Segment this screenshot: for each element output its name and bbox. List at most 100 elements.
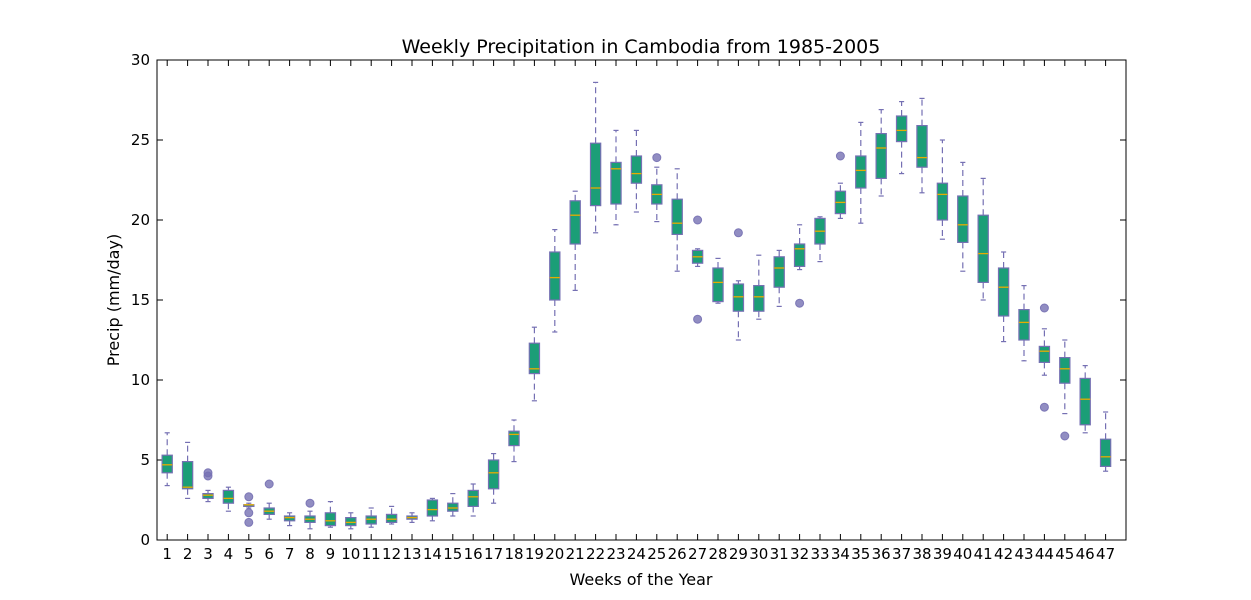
outlier-point bbox=[244, 517, 254, 527]
x-tick-label: 37 bbox=[892, 545, 911, 563]
x-tick-label: 1 bbox=[162, 545, 172, 563]
x-tick-label: 16 bbox=[464, 545, 483, 563]
box-week-1 bbox=[161, 454, 173, 474]
outlier-point bbox=[733, 228, 743, 238]
box-week-43 bbox=[1018, 309, 1030, 341]
x-tick-label: 33 bbox=[810, 545, 829, 563]
x-tick-label: 40 bbox=[953, 545, 972, 563]
x-tick-label: 2 bbox=[183, 545, 193, 563]
x-tick-label: 36 bbox=[872, 545, 891, 563]
x-tick-label: 15 bbox=[443, 545, 462, 563]
x-tick-label: 38 bbox=[912, 545, 931, 563]
x-tick-label: 30 bbox=[749, 545, 768, 563]
x-tick-label: 7 bbox=[285, 545, 295, 563]
box-week-36 bbox=[875, 133, 887, 180]
box-week-47 bbox=[1099, 438, 1112, 468]
box-week-26 bbox=[671, 198, 683, 235]
outlier-point bbox=[652, 153, 662, 163]
outlier-point bbox=[264, 479, 274, 489]
x-tick-label: 4 bbox=[224, 545, 234, 563]
x-tick-label: 26 bbox=[668, 545, 687, 563]
outlier-point bbox=[305, 498, 315, 508]
chart-title: Weekly Precipitation in Cambodia from 19… bbox=[402, 36, 881, 58]
box-week-32 bbox=[793, 243, 806, 267]
y-axis-label: Precip (mm/day) bbox=[104, 234, 123, 366]
x-tick-label: 20 bbox=[545, 545, 564, 563]
y-tick-label: 0 bbox=[140, 531, 150, 549]
outlier-point bbox=[835, 151, 845, 161]
y-tick-label: 30 bbox=[131, 51, 150, 69]
outlier-point bbox=[693, 314, 703, 324]
box-week-46 bbox=[1079, 377, 1091, 426]
box-week-16 bbox=[467, 489, 479, 507]
x-tick-label: 47 bbox=[1096, 545, 1115, 563]
x-tick-label: 35 bbox=[851, 545, 870, 563]
box-week-35 bbox=[855, 155, 867, 189]
box-week-24 bbox=[630, 155, 643, 184]
x-tick-label: 17 bbox=[484, 545, 503, 563]
box-week-15 bbox=[447, 502, 459, 512]
x-tick-label: 41 bbox=[974, 545, 993, 563]
x-tick-label: 22 bbox=[586, 545, 605, 563]
x-tick-label: 43 bbox=[1014, 545, 1033, 563]
box-week-39 bbox=[936, 182, 949, 221]
box-week-7 bbox=[283, 515, 296, 522]
box-week-3 bbox=[202, 493, 214, 500]
plot-frame bbox=[156, 59, 1127, 541]
x-tick-label: 23 bbox=[606, 545, 625, 563]
box-week-28 bbox=[712, 267, 724, 303]
x-tick-label: 34 bbox=[831, 545, 850, 563]
box-week-19 bbox=[528, 342, 541, 375]
outlier-point bbox=[244, 508, 254, 518]
box-week-29 bbox=[732, 283, 745, 312]
x-tick-label: 18 bbox=[504, 545, 523, 563]
x-tick-label: 25 bbox=[647, 545, 666, 563]
box-week-40 bbox=[957, 195, 969, 244]
x-tick-label: 28 bbox=[708, 545, 727, 563]
box-week-41 bbox=[977, 214, 989, 283]
x-tick-label: 21 bbox=[566, 545, 585, 563]
x-tick-label: 29 bbox=[729, 545, 748, 563]
box-week-38 bbox=[916, 124, 928, 168]
y-tick-label: 15 bbox=[131, 291, 150, 309]
box-week-9 bbox=[324, 512, 337, 527]
x-tick-label: 27 bbox=[688, 545, 707, 563]
x-tick-label: 31 bbox=[770, 545, 789, 563]
y-tick-label: 5 bbox=[140, 451, 150, 469]
outlier-point bbox=[1060, 431, 1070, 441]
box-week-44 bbox=[1038, 345, 1051, 363]
x-tick-label: 45 bbox=[1055, 545, 1074, 563]
box-week-17 bbox=[487, 459, 500, 490]
box-week-4 bbox=[222, 489, 235, 504]
box-week-37 bbox=[895, 115, 908, 143]
box-week-11 bbox=[365, 515, 377, 525]
box-week-20 bbox=[549, 251, 561, 301]
x-tick-label: 9 bbox=[326, 545, 336, 563]
x-tick-label: 13 bbox=[402, 545, 421, 563]
outlier-point bbox=[693, 215, 703, 225]
x-tick-label: 11 bbox=[362, 545, 381, 563]
x-tick-label: 10 bbox=[341, 545, 360, 563]
box-week-14 bbox=[426, 499, 439, 517]
outlier-point bbox=[203, 468, 213, 478]
x-tick-label: 14 bbox=[423, 545, 442, 563]
y-tick-label: 25 bbox=[131, 131, 150, 149]
x-tick-label: 44 bbox=[1035, 545, 1054, 563]
box-week-23 bbox=[610, 161, 622, 205]
x-tick-label: 32 bbox=[790, 545, 809, 563]
box-week-22 bbox=[589, 142, 602, 207]
outlier-point bbox=[244, 492, 254, 502]
x-tick-label: 42 bbox=[994, 545, 1013, 563]
box-week-21 bbox=[569, 200, 581, 245]
box-week-45 bbox=[1059, 357, 1071, 384]
box-week-12 bbox=[385, 513, 398, 524]
x-tick-label: 8 bbox=[305, 545, 315, 563]
x-tick-label: 12 bbox=[382, 545, 401, 563]
outlier-point bbox=[1039, 303, 1049, 313]
box-week-18 bbox=[508, 430, 520, 447]
x-axis-label: Weeks of the Year bbox=[570, 570, 713, 589]
x-tick-label: 3 bbox=[203, 545, 213, 563]
outlier-point bbox=[1039, 402, 1049, 412]
